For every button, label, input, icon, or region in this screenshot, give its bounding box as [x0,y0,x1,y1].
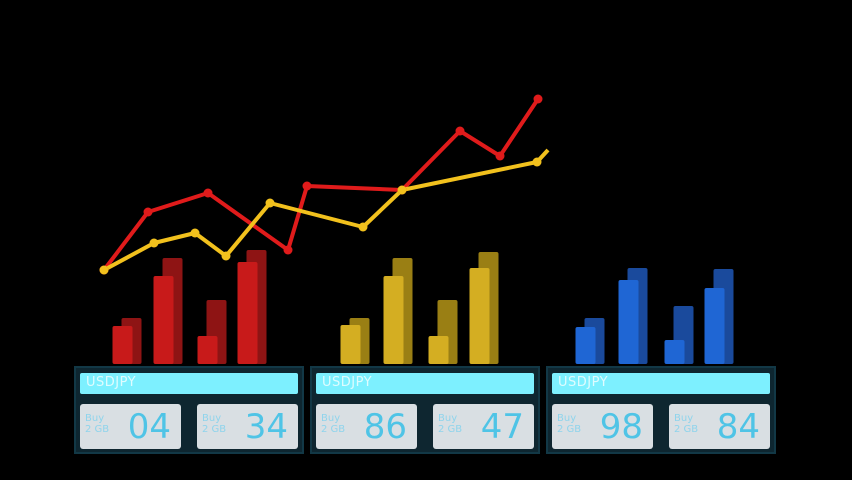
panel-header: USDJPY [316,373,534,394]
bar-front-2-3 [704,288,725,364]
line-point-1-0 [99,265,109,275]
line-point-0-1 [143,207,153,217]
line-point-0-3 [283,245,293,255]
bar-front-2-2 [664,340,685,364]
line-point-1-2 [190,228,200,238]
line-series-0 [102,97,540,272]
card-label: Buy 2 GB [438,413,463,435]
panel-header: USDJPY [80,373,298,394]
stat-card: Buy 2 GB 47 [433,404,534,449]
stat-card: Buy 2 GB 86 [316,404,417,449]
card-label: Buy 2 GB [321,413,346,435]
ticker-panel-2: USDJPY Buy 2 GB 86 Buy 2 GB 47 [310,366,540,454]
bar-front-0-2 [197,336,218,364]
card-value: 86 [363,407,407,447]
line-point-1-3 [221,251,231,261]
bar-front-1-3 [469,268,490,364]
line-point-1-4 [265,198,275,208]
card-value: 04 [127,407,171,447]
panel-title: USDJPY [558,375,609,390]
stat-card: Buy 2 GB 34 [197,404,298,449]
stat-card: Buy 2 GB 98 [552,404,653,449]
card-label: Buy 2 GB [85,413,110,435]
line-point-0-2 [203,188,213,198]
bar-front-0-0 [112,326,133,364]
line-point-0-8 [533,94,543,104]
card-value: 34 [244,407,288,447]
card-value: 84 [716,407,760,447]
card-label: Buy 2 GB [202,413,227,435]
stat-card: Buy 2 GB 04 [80,404,181,449]
line-point-1-5 [358,222,368,232]
bar-front-1-2 [428,336,449,364]
stat-card: Buy 2 GB 84 [669,404,770,449]
line-point-1-1 [149,238,159,248]
ticker-panel-1: USDJPY Buy 2 GB 04 Buy 2 GB 34 [74,366,304,454]
bar-front-0-3 [237,262,258,364]
bar-front-2-0 [575,327,596,364]
line-point-0-7 [495,151,505,161]
line-point-1-7 [532,157,542,167]
ticker-panel-3: USDJPY Buy 2 GB 98 Buy 2 GB 84 [546,366,776,454]
bar-front-1-0 [340,325,361,364]
bar-front-0-1 [153,276,174,364]
line-point-0-6 [455,126,465,136]
card-value: 98 [599,407,643,447]
line-point-1-6 [397,185,407,195]
card-label: Buy 2 GB [557,413,582,435]
card-label: Buy 2 GB [674,413,699,435]
bar-front-1-1 [383,276,404,364]
bar-front-2-1 [618,280,639,364]
panel-title: USDJPY [322,375,373,390]
panel-title: USDJPY [86,375,137,390]
line-point-0-4 [302,181,312,191]
panel-header: USDJPY [552,373,770,394]
card-value: 47 [480,407,524,447]
